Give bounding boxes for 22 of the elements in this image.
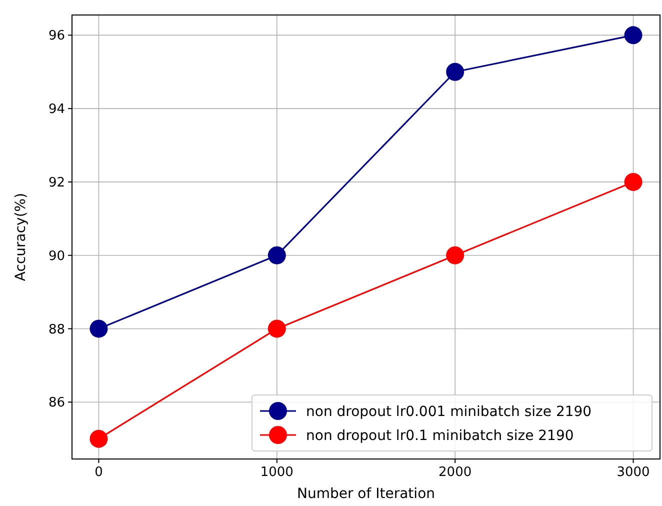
x-tick-label: 2000 — [438, 465, 472, 480]
y-tick-label: 94 — [48, 102, 65, 118]
point — [268, 320, 286, 338]
y-axis-title: Accuracy(%) — [13, 192, 29, 282]
legend-label: non dropout lr0.001 minibatch size 2190 — [306, 404, 592, 420]
x-tick-label: 3000 — [616, 465, 650, 480]
y-tick-label: 96 — [48, 28, 65, 44]
point — [268, 246, 286, 264]
x-tick-label: 1000 — [260, 465, 294, 480]
legend-label: non dropout lr0.1 minibatch size 2190 — [306, 428, 574, 444]
point — [446, 62, 464, 81]
y-tick-label: 92 — [48, 176, 65, 191]
x-tick-label: 0 — [94, 465, 103, 480]
y-tick-label: 88 — [48, 322, 65, 338]
point — [446, 246, 464, 264]
point — [90, 430, 108, 448]
y-tick-label: 86 — [48, 396, 65, 411]
point — [90, 320, 108, 338]
point — [624, 172, 642, 191]
y-tick-label: 90 — [48, 248, 65, 264]
point — [624, 26, 642, 44]
x-axis-title: Number of Iteration — [296, 486, 436, 502]
